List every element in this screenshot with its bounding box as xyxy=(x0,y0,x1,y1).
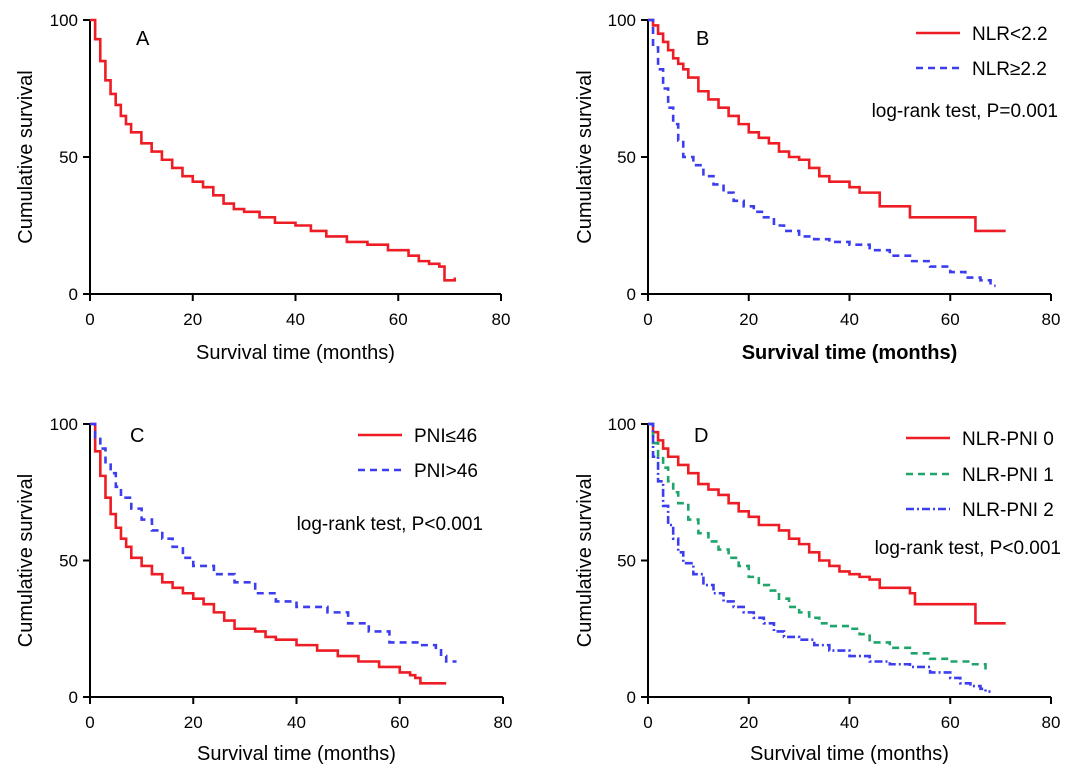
x-tick-label: 40 xyxy=(840,713,859,732)
survival-curve-3 xyxy=(648,422,991,693)
panel-a: 0 50 100 0 20 40 60 80 Survival time (mo… xyxy=(15,11,510,364)
legend: NLR<2.2 NLR≥2.2 xyxy=(916,24,1048,80)
survival-curve-1 xyxy=(648,18,1006,233)
y-ticks: 0 50 100 xyxy=(608,415,648,707)
panel-letter: D xyxy=(694,425,708,447)
y-tick-label: 50 xyxy=(617,148,636,167)
x-tick-label: 80 xyxy=(494,713,513,732)
panel-b: 0 50 100 0 20 40 60 80 Survival time (mo… xyxy=(574,11,1060,364)
log-rank-annotation: log-rank test, P<0.001 xyxy=(875,538,1061,559)
survival-curve-1 xyxy=(648,422,1006,625)
log-rank-annotation: log-rank test, P<0.001 xyxy=(297,514,483,535)
panel-letter: B xyxy=(696,28,709,50)
x-axis-label: Survival time (months) xyxy=(750,743,949,765)
x-axis-label: Survival time (months) xyxy=(742,342,958,364)
plot-lines xyxy=(648,422,1006,693)
panel-c: 0 50 100 0 20 40 60 80 Survival time (mo… xyxy=(15,415,512,765)
y-tick-label: 0 xyxy=(627,285,636,304)
panel-letter: A xyxy=(136,28,150,50)
y-axis-label: Cumulative survival xyxy=(574,70,596,243)
x-tick-label: 20 xyxy=(184,713,203,732)
legend-label: PNI>46 xyxy=(414,461,478,482)
y-tick-label: 100 xyxy=(608,11,636,30)
x-tick-label: 20 xyxy=(739,713,758,732)
survival-curve-2 xyxy=(648,422,987,670)
x-tick-label: 0 xyxy=(643,713,652,732)
plot-lines xyxy=(90,422,457,685)
x-tick-label: 20 xyxy=(183,310,202,329)
x-tick-label: 80 xyxy=(1042,713,1061,732)
survival-curve-1 xyxy=(90,422,447,685)
y-axis-label: Cumulative survival xyxy=(15,70,37,243)
y-tick-label: 100 xyxy=(50,11,78,30)
legend: PNI≤46 PNI>46 xyxy=(358,426,478,482)
x-tick-label: 40 xyxy=(286,310,305,329)
x-tick-label: 0 xyxy=(85,713,94,732)
y-ticks: 0 50 100 xyxy=(50,11,90,304)
panel-d: 0 50 100 0 20 40 60 80 Survival time (mo… xyxy=(574,415,1061,765)
x-tick-label: 0 xyxy=(643,310,652,329)
survival-curve-2 xyxy=(90,422,457,663)
x-axis-label: Survival time (months) xyxy=(196,342,395,364)
y-tick-label: 50 xyxy=(59,552,78,571)
plot-lines xyxy=(648,18,1006,288)
x-axis-label: Survival time (months) xyxy=(197,743,396,765)
x-tick-label: 20 xyxy=(739,310,758,329)
survival-curve-1 xyxy=(90,18,457,282)
plot-lines xyxy=(90,18,457,282)
y-tick-label: 0 xyxy=(69,285,78,304)
x-ticks: 0 20 40 60 80 xyxy=(85,697,512,732)
x-tick-label: 0 xyxy=(85,310,94,329)
x-tick-label: 60 xyxy=(389,310,408,329)
legend-label: NLR≥2.2 xyxy=(972,59,1047,80)
y-ticks: 0 50 100 xyxy=(50,415,90,707)
y-axis-label: Cumulative survival xyxy=(574,474,596,647)
legend-label: PNI≤46 xyxy=(414,426,477,447)
x-ticks: 0 20 40 60 80 xyxy=(643,294,1060,329)
x-tick-label: 80 xyxy=(1042,310,1061,329)
y-tick-label: 50 xyxy=(617,552,636,571)
legend-label: NLR-PNI 1 xyxy=(962,465,1054,486)
legend: NLR-PNI 0 NLR-PNI 1 NLR-PNI 2 xyxy=(906,429,1054,521)
y-ticks: 0 50 100 xyxy=(608,11,648,304)
log-rank-annotation: log-rank test, P=0.001 xyxy=(872,101,1058,122)
y-tick-label: 0 xyxy=(69,688,78,707)
x-tick-label: 80 xyxy=(492,310,511,329)
survival-curve-2 xyxy=(648,18,996,288)
y-tick-label: 0 xyxy=(627,688,636,707)
x-tick-label: 60 xyxy=(390,713,409,732)
x-ticks: 0 20 40 60 80 xyxy=(643,697,1060,732)
y-tick-label: 100 xyxy=(50,415,78,434)
y-tick-label: 100 xyxy=(608,415,636,434)
legend-label: NLR<2.2 xyxy=(972,24,1048,45)
legend-label: NLR-PNI 2 xyxy=(962,500,1054,521)
x-tick-label: 60 xyxy=(941,713,960,732)
x-tick-label: 40 xyxy=(840,310,859,329)
x-tick-label: 60 xyxy=(941,310,960,329)
x-tick-label: 40 xyxy=(287,713,306,732)
x-ticks: 0 20 40 60 80 xyxy=(85,294,510,329)
y-axis-label: Cumulative survival xyxy=(15,474,37,647)
y-tick-label: 50 xyxy=(59,148,78,167)
legend-label: NLR-PNI 0 xyxy=(962,429,1054,450)
panel-letter: C xyxy=(130,425,144,447)
